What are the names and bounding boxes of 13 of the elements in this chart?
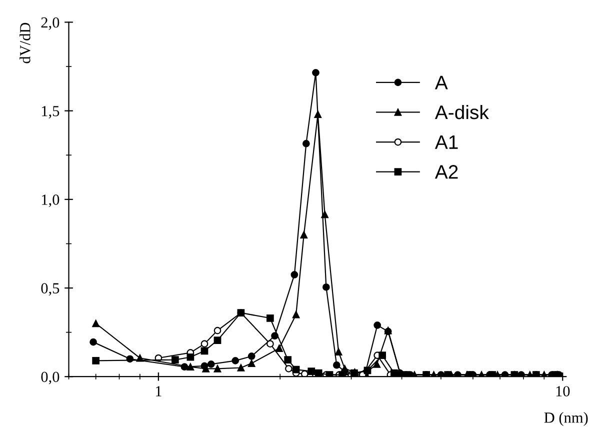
y-axis-title: dV/dD <box>20 22 30 64</box>
legend-label: A1 <box>434 135 458 149</box>
y-tick-label: 1,0 <box>42 194 60 208</box>
y-tick-label: 2,0 <box>41 17 60 30</box>
x-tick-label: 10 <box>556 386 570 396</box>
y-tick-label: 0,5 <box>41 283 60 296</box>
x-tick-label: 1 <box>156 386 162 396</box>
y-tick-label: 1,5 <box>42 106 60 118</box>
y-tick-label: 0,0 <box>41 372 60 384</box>
legend-label: A2 <box>434 165 458 179</box>
x-axis-title: D (nm) <box>544 412 588 426</box>
legend-label: A-disk <box>434 104 489 120</box>
legend-label: A <box>434 76 448 90</box>
